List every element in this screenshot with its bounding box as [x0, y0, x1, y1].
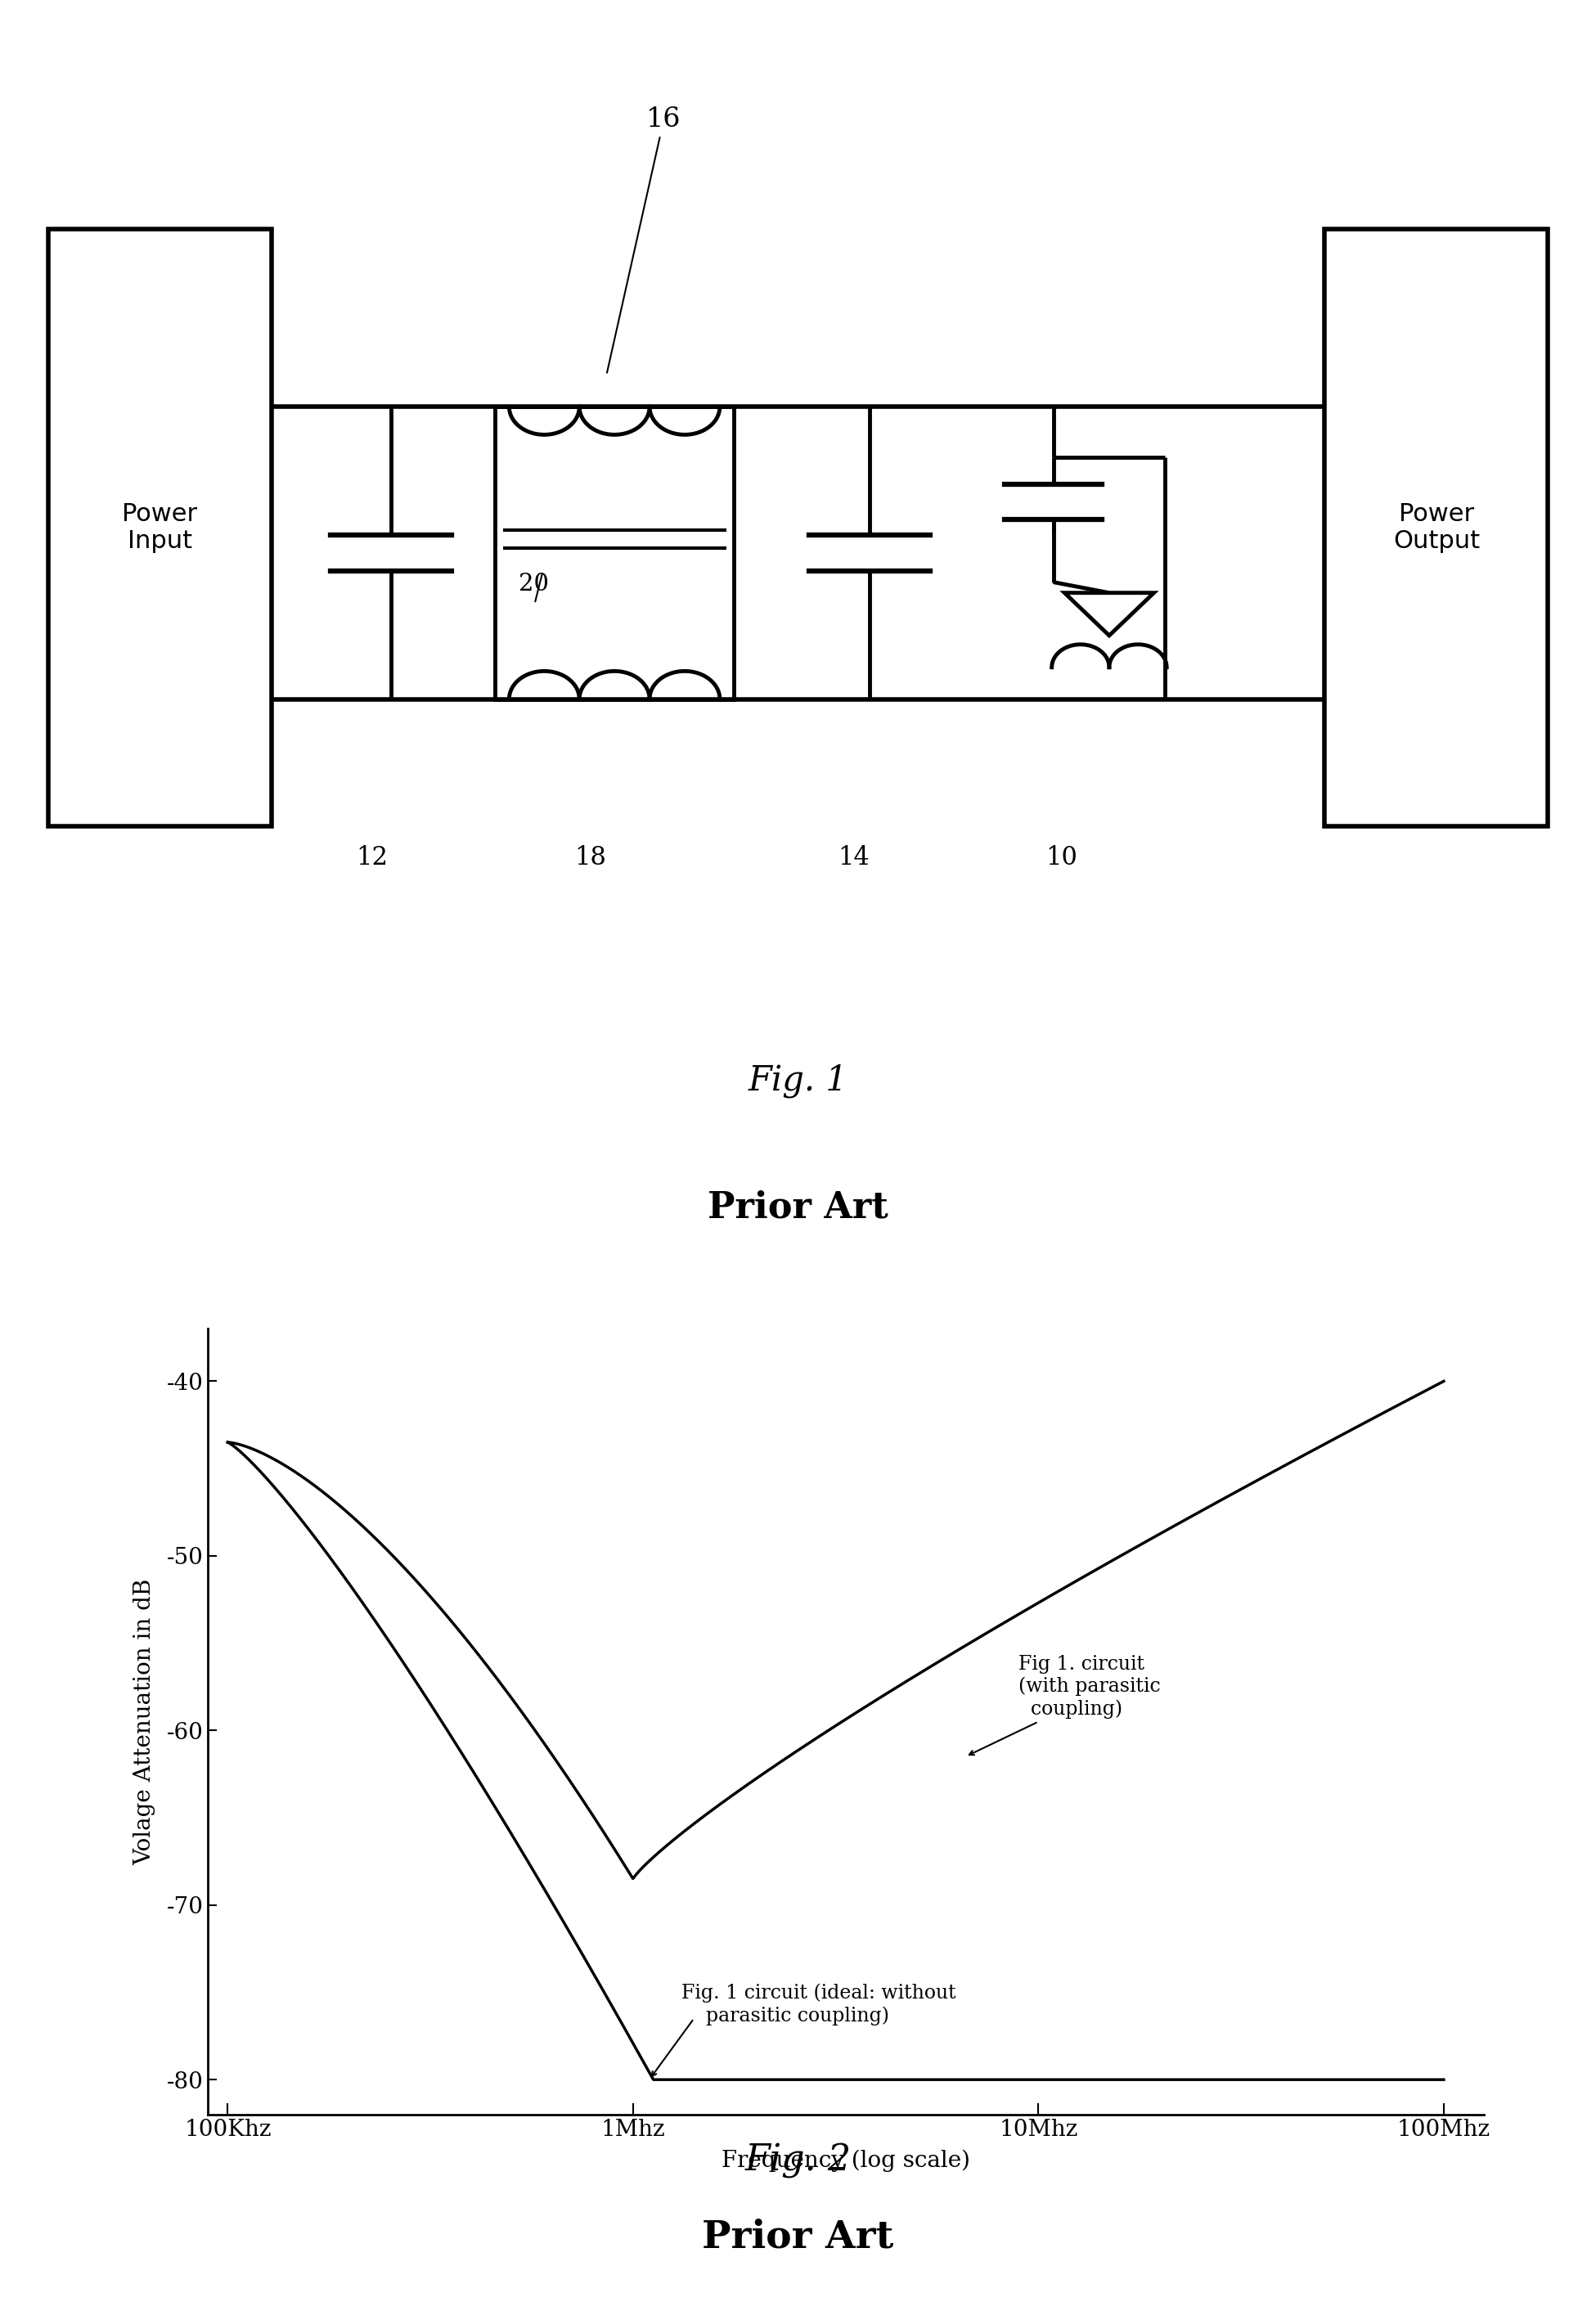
Y-axis label: Volage Attenuation in dB: Volage Attenuation in dB [132, 1578, 155, 1865]
Text: Power
Output: Power Output [1393, 501, 1479, 552]
Text: Fig. 1 circuit (ideal: without
    parasitic coupling): Fig. 1 circuit (ideal: without parasitic… [681, 1983, 956, 2024]
Text: 14: 14 [838, 846, 870, 869]
Text: Fig. 1: Fig. 1 [749, 1063, 847, 1098]
Text: Fig 1. circuit
(with parasitic
  coupling): Fig 1. circuit (with parasitic coupling) [1018, 1655, 1160, 1719]
Text: 16: 16 [606, 106, 681, 372]
Text: Power
Input: Power Input [121, 501, 198, 552]
Text: 10: 10 [1045, 846, 1077, 869]
X-axis label: Frequency (log scale): Frequency (log scale) [721, 2149, 970, 2172]
Text: Fig. 2: Fig. 2 [745, 2142, 851, 2179]
Bar [48, 229, 271, 827]
Text: Prior Art: Prior Art [707, 1190, 889, 1225]
Text: 18: 18 [575, 846, 606, 869]
Text: 20: 20 [519, 573, 549, 596]
Text: Prior Art: Prior Art [702, 2219, 894, 2256]
Text: 12: 12 [356, 846, 388, 869]
Bar [1325, 229, 1548, 827]
Bar [495, 407, 734, 698]
